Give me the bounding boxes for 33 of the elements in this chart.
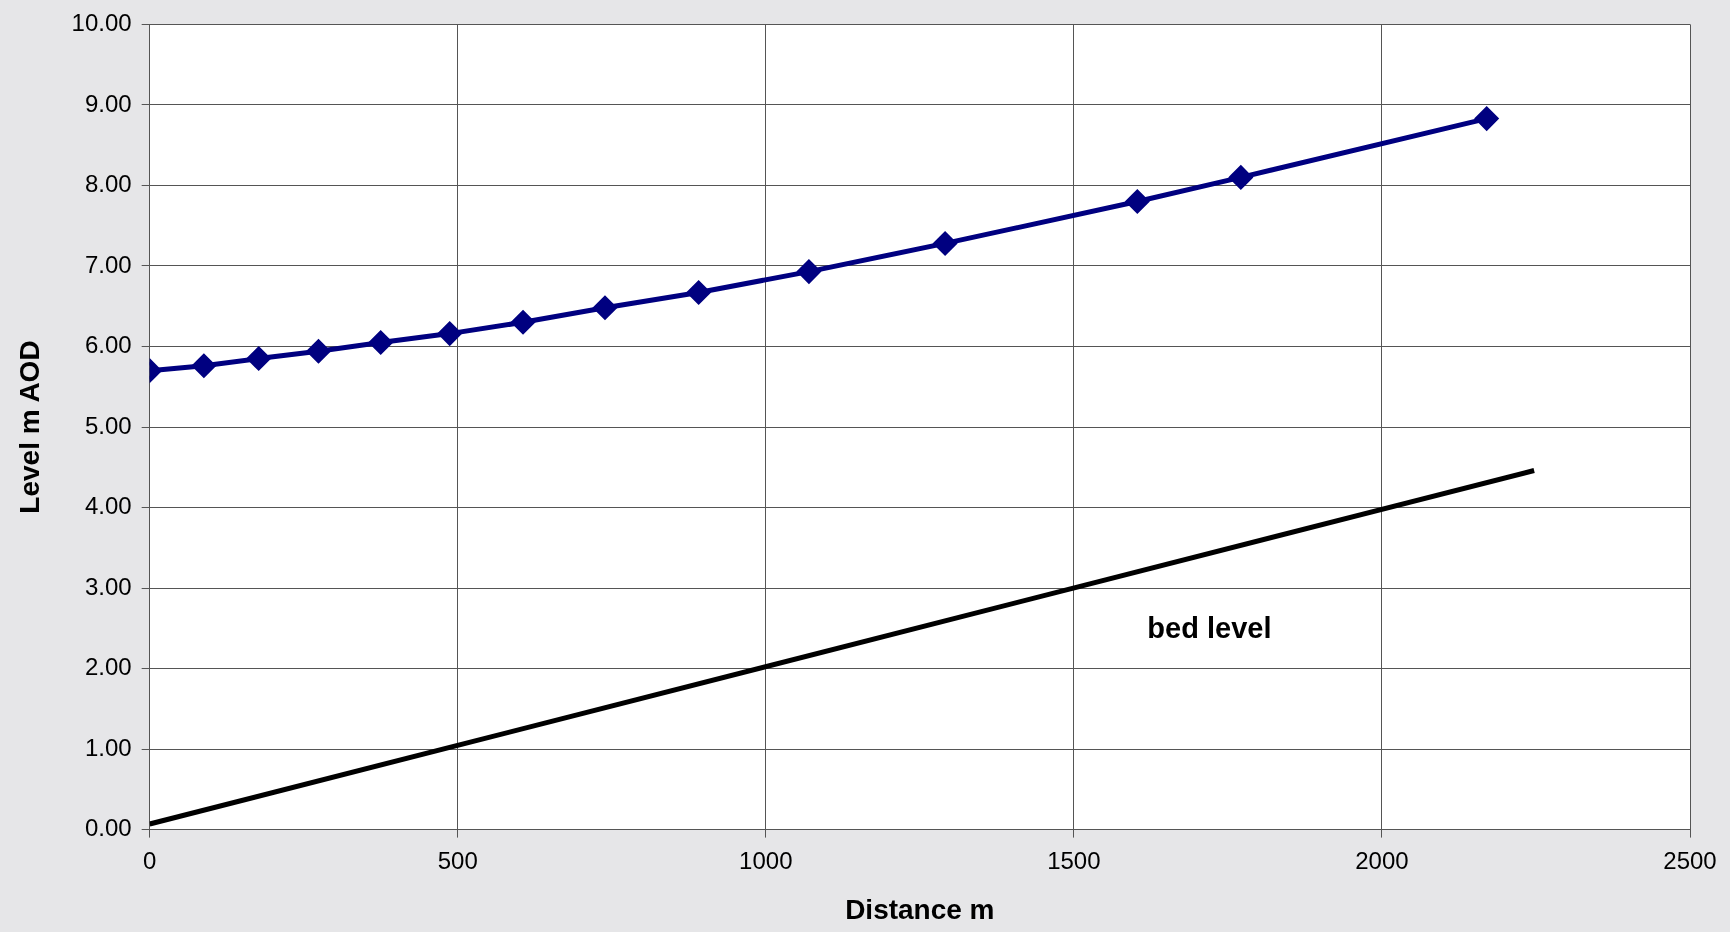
point [1125,190,1149,214]
x-tick-label: 1500 [1047,846,1101,874]
y-tick-label: 9.00 [84,89,132,117]
y-tick-label: 6.00 [84,331,132,359]
y-tick-label: 4.00 [84,492,132,520]
x-tick-label: 0 [142,846,157,874]
point [306,339,330,363]
x-tick-label: 500 [437,846,478,874]
y-axis-title: Level m AOD [13,340,45,514]
point [438,322,462,346]
y-tick-label: 7.00 [84,250,132,278]
point [593,296,617,320]
y-tick-label: 5.00 [84,411,132,439]
x-tick-label: 2500 [1663,846,1717,874]
point [369,330,393,354]
point [1475,107,1499,131]
point [797,260,821,284]
annotation: bed level [1147,611,1272,644]
y-tick-label: 8.00 [84,170,132,198]
point [1229,165,1253,189]
point [511,310,535,334]
point [192,354,216,378]
y-tick-label: 1.00 [84,733,132,761]
y-tick-label: 2.00 [84,653,132,681]
y-tick-label: 3.00 [84,572,132,600]
point [687,281,711,305]
x-axis-title: Distance m [845,893,995,925]
point [247,347,271,371]
y-tick-label: 0.00 [84,814,132,842]
point [933,231,957,255]
y-tick-label: 10.00 [71,9,132,37]
x-tick-label: 2000 [1355,846,1409,874]
x-tick-label: 1000 [739,846,793,874]
